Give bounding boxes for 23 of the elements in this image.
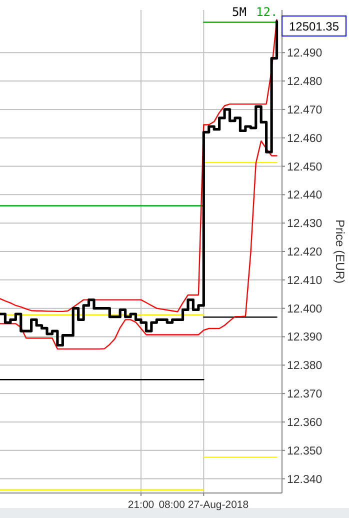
x-tick-label: 08:00 27-Aug-2018 bbox=[158, 499, 249, 511]
y-tick-label: 12.460 bbox=[287, 132, 322, 145]
y-tick-label: 12.430 bbox=[287, 218, 322, 230]
y-tick-label: 12.360 bbox=[287, 416, 322, 429]
y-tick-label: 12.410 bbox=[287, 274, 322, 287]
y-tick-label: 12.490 bbox=[287, 48, 322, 60]
y-tick-label: 12.470 bbox=[287, 104, 322, 116]
x-tick-label: 21:00 bbox=[128, 499, 154, 511]
y-tick-label: 12.420 bbox=[287, 246, 322, 258]
annotation: 12. bbox=[256, 5, 278, 19]
y-tick-label: 12.440 bbox=[287, 190, 322, 202]
y-tick-label: 12.370 bbox=[287, 388, 322, 401]
y-tick-label: 12.400 bbox=[287, 303, 322, 316]
y-tick-label: 12.450 bbox=[287, 161, 322, 174]
y-tick-label: 12.480 bbox=[287, 76, 322, 88]
line-series bbox=[0, 140, 278, 350]
chart-subtitle: 5M bbox=[232, 5, 246, 19]
y-tick-label: 12.340 bbox=[287, 474, 322, 486]
text: 12501.35 bbox=[288, 20, 340, 34]
y-tick-label: 12.350 bbox=[287, 445, 322, 458]
y-tick-label: 12.380 bbox=[287, 360, 322, 372]
y-axis-title: Price (EUR) bbox=[333, 219, 347, 284]
y-tick-label: 12.390 bbox=[287, 332, 322, 344]
